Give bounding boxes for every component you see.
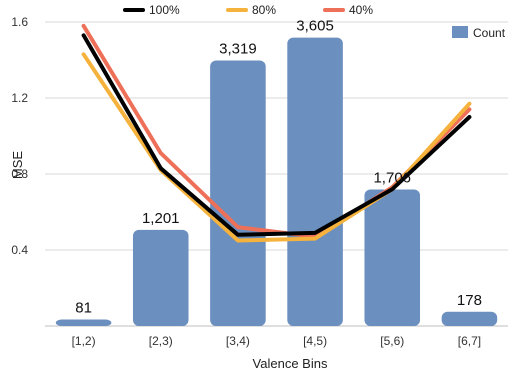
- bar-data-label: 1,706: [373, 170, 411, 187]
- mse-lines: [81, 23, 472, 243]
- bar-data-label: 178: [457, 292, 482, 309]
- bar-count: [287, 37, 343, 326]
- legend-label: 80%: [252, 3, 276, 17]
- x-tick-label: [5,6): [380, 334, 404, 348]
- bar-data-label: 1,201: [142, 210, 180, 227]
- legend-swatch: [452, 26, 468, 38]
- bars: [55, 37, 498, 326]
- y-axis-title: MSE: [10, 151, 25, 180]
- bar-count: [441, 311, 498, 326]
- legend: 100% 80% 40% Count: [123, 3, 506, 40]
- x-axis-title: Valence Bins: [253, 356, 328, 371]
- y-tick-label: 0.8: [11, 167, 28, 181]
- bar-count: [132, 229, 189, 326]
- y-tick-label: 0.4: [11, 243, 28, 257]
- x-tick-label: [1,2): [72, 334, 96, 348]
- legend-label: 100%: [149, 3, 180, 17]
- x-tick-label: [4,5): [303, 334, 327, 348]
- bar-data-label: 81: [75, 300, 92, 317]
- x-tick-label: [6,7]: [458, 334, 481, 348]
- labels: 0.4 0.8 1.2 1.6 81 1,201 3,319 3,605 1,706 178 [1,…: [11, 15, 482, 348]
- legend-label: Count: [473, 26, 506, 40]
- legend-label: 40%: [349, 3, 373, 17]
- y-tick-label: 1.6: [11, 15, 28, 29]
- line-series-100pct: [81, 33, 472, 237]
- bar-count: [364, 189, 421, 326]
- bar-data-label: 3,319: [219, 40, 257, 57]
- x-tick-label: [2,3): [149, 334, 173, 348]
- gridlines: [45, 21, 508, 327]
- bar-data-label: 3,605: [296, 18, 334, 35]
- bar-count: [55, 319, 112, 326]
- bar-count: [210, 60, 266, 326]
- y-tick-label: 1.2: [11, 91, 28, 105]
- x-tick-label: [3,4): [226, 334, 250, 348]
